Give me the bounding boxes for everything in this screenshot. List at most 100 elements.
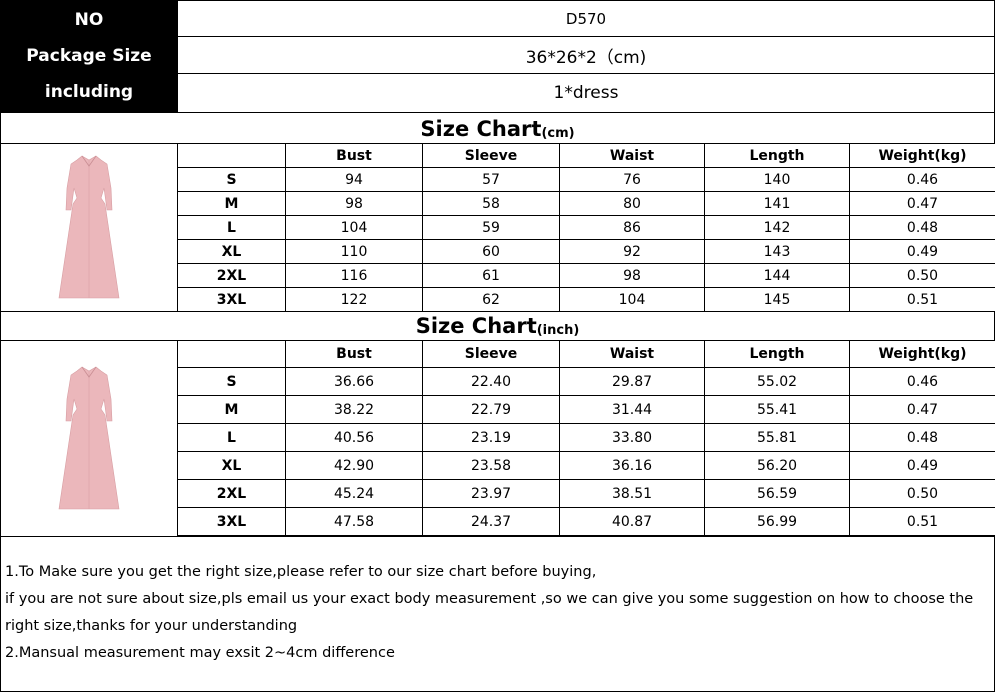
size-cell: M — [177, 395, 286, 424]
package-label-block: NO Package Size including — [0, 0, 178, 112]
header-row: Bust Sleeve Waist Length Weight(kg) — [177, 143, 995, 168]
value-cell: 116 — [285, 263, 423, 288]
column-header: Weight(kg) — [849, 340, 995, 368]
value-cell: 36.16 — [559, 451, 705, 480]
value-cell: 62 — [422, 287, 560, 312]
table-row: 3XL 122 62 104 145 0.51 — [177, 287, 995, 312]
column-header: Length — [704, 340, 850, 368]
value-cell: 61 — [422, 263, 560, 288]
title-text: Size Chart — [415, 314, 537, 338]
dress-image-cm — [0, 143, 178, 312]
size-cell: 3XL — [177, 507, 286, 536]
value-cell: 36.66 — [285, 367, 423, 396]
value-cell: 56.59 — [704, 479, 850, 508]
value-cell: 0.50 — [849, 479, 995, 508]
table-row: XL 42.90 23.58 36.16 56.20 0.49 — [177, 451, 995, 480]
value-cell: 42.90 — [285, 451, 423, 480]
title-unit: (inch) — [536, 323, 580, 338]
size-cell: XL — [177, 451, 286, 480]
value-cell: 0.51 — [849, 507, 995, 536]
value-cell: 0.47 — [849, 395, 995, 424]
value-cell: 38.22 — [285, 395, 423, 424]
value-cell: 0.49 — [849, 239, 995, 264]
value-cell: 23.19 — [422, 423, 560, 452]
column-header: Weight(kg) — [849, 143, 995, 168]
value-cell: 22.79 — [422, 395, 560, 424]
value-cell: 59 — [422, 215, 560, 240]
table-row: L 40.56 23.19 33.80 55.81 0.48 — [177, 423, 995, 452]
value-cell: 98 — [285, 191, 423, 216]
value-cell: 22.40 — [422, 367, 560, 396]
value-cell: 23.58 — [422, 451, 560, 480]
column-header: Sleeve — [422, 143, 560, 168]
dress-icon — [58, 155, 120, 298]
dress-image-inch — [0, 340, 178, 537]
size-cell: 2XL — [177, 263, 286, 288]
value-cell: 145 — [704, 287, 850, 312]
label-package-size: Package Size — [26, 46, 152, 66]
value-cell: 104 — [559, 287, 705, 312]
size-cell: XL — [177, 239, 286, 264]
value-cell: 31.44 — [559, 395, 705, 424]
value-cell: 40.56 — [285, 423, 423, 452]
value-cell: 98 — [559, 263, 705, 288]
size-cell: S — [177, 367, 286, 396]
title-text: Size Chart — [420, 117, 542, 141]
value-cell: 55.81 — [704, 423, 850, 452]
column-header — [177, 143, 286, 168]
table-row: M 38.22 22.79 31.44 55.41 0.47 — [177, 395, 995, 424]
size-chart-cm-title: Size Chart (cm) — [0, 112, 995, 144]
column-header: Bust — [285, 340, 423, 368]
size-cell: 3XL — [177, 287, 286, 312]
label-no: NO — [74, 10, 104, 30]
value-cell: 29.87 — [559, 367, 705, 396]
value-cell: 56.99 — [704, 507, 850, 536]
value-package-size: 36*26*2（cm) — [177, 36, 995, 74]
size-cell: S — [177, 167, 286, 192]
value-cell: 55.02 — [704, 367, 850, 396]
value-cell: 80 — [559, 191, 705, 216]
table-row: M 98 58 80 141 0.47 — [177, 191, 995, 216]
column-header: Waist — [559, 143, 705, 168]
title-unit: (cm) — [541, 126, 575, 141]
value-cell: 76 — [559, 167, 705, 192]
value-cell: 141 — [704, 191, 850, 216]
value-cell: 56.20 — [704, 451, 850, 480]
note-2: if you are not sure about size,pls email… — [5, 591, 974, 634]
dress-icon — [58, 366, 120, 509]
value-cell: 40.87 — [559, 507, 705, 536]
value-cell: 0.48 — [849, 423, 995, 452]
column-header: Waist — [559, 340, 705, 368]
value-cell: 92 — [559, 239, 705, 264]
size-cell: L — [177, 423, 286, 452]
table-row: 2XL 45.24 23.97 38.51 56.59 0.50 — [177, 479, 995, 508]
value-cell: 143 — [704, 239, 850, 264]
value-cell: 58 — [422, 191, 560, 216]
column-header — [177, 340, 286, 368]
value-cell: 86 — [559, 215, 705, 240]
value-cell: 23.97 — [422, 479, 560, 508]
size-table-cm: Bust Sleeve Waist Length Weight(kg) S 94 57 76 14… — [177, 143, 995, 312]
size-table-inch: Bust Sleeve Waist Length Weight(kg) S 36.66 22.… — [177, 340, 995, 536]
value-cell: 0.46 — [849, 167, 995, 192]
size-cell: M — [177, 191, 286, 216]
value-cell: 110 — [285, 239, 423, 264]
table-row: S 36.66 22.40 29.87 55.02 0.46 — [177, 367, 995, 396]
value-cell: 33.80 — [559, 423, 705, 452]
header-row: Bust Sleeve Waist Length Weight(kg) — [177, 340, 995, 368]
table-row: XL 110 60 92 143 0.49 — [177, 239, 995, 264]
value-cell: 0.47 — [849, 191, 995, 216]
label-including: including — [44, 82, 134, 102]
value-including: 1*dress — [177, 73, 995, 113]
table-row: 2XL 116 61 98 144 0.50 — [177, 263, 995, 288]
column-header: Sleeve — [422, 340, 560, 368]
value-cell: 47.58 — [285, 507, 423, 536]
value-cell: 0.46 — [849, 367, 995, 396]
value-cell: 60 — [422, 239, 560, 264]
notes: 1.To Make sure you get the right size,pl… — [0, 536, 995, 692]
size-cell: L — [177, 215, 286, 240]
column-header: Length — [704, 143, 850, 168]
value-cell: 55.41 — [704, 395, 850, 424]
table-row: L 104 59 86 142 0.48 — [177, 215, 995, 240]
value-cell: 24.37 — [422, 507, 560, 536]
